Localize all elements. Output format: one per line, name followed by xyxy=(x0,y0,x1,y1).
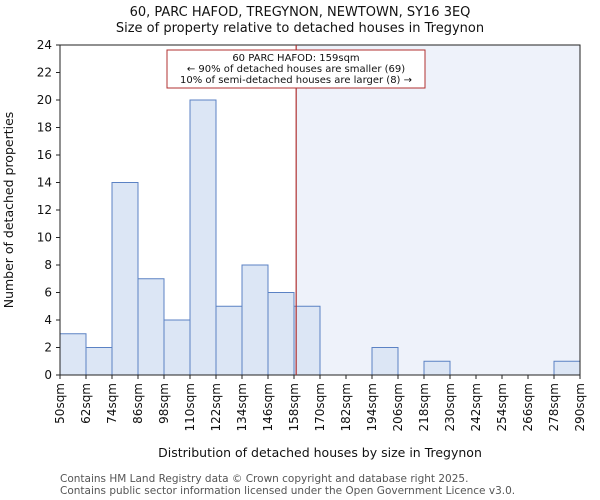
x-tick-label: 218sqm xyxy=(417,383,431,431)
x-axis-label: Distribution of detached houses by size … xyxy=(158,445,482,460)
chart-title: 60, PARC HAFOD, TREGYNON, NEWTOWN, SY16 … xyxy=(130,5,471,20)
bar-122sqm xyxy=(215,305,243,376)
bar-86sqm xyxy=(137,278,165,376)
x-tick-label: 290sqm xyxy=(573,383,587,431)
x-tick-label: 266sqm xyxy=(521,383,535,431)
x-tick-label: 110sqm xyxy=(183,383,197,431)
y-tick-label: 10 xyxy=(37,231,52,245)
x-tick-label: 74sqm xyxy=(105,383,119,424)
y-tick-label: 18 xyxy=(37,121,52,135)
bars-group xyxy=(59,99,581,376)
x-tick-label: 62sqm xyxy=(79,383,93,424)
annotation-box xyxy=(166,49,426,89)
x-tick-label: 98sqm xyxy=(157,383,171,424)
x-tick-label: 206sqm xyxy=(391,383,405,431)
bar-98sqm xyxy=(163,319,191,376)
y-axis-label: Number of detached properties xyxy=(1,112,16,309)
x-tick-label: 122sqm xyxy=(209,383,223,431)
x-tick-label: 182sqm xyxy=(339,383,353,431)
annotation-line-3: 10% of semi-detached houses are larger (… xyxy=(180,75,412,86)
x-axis-ticks: 50sqm 62sqm 74sqm 86sqm 98sqm 110sqm 122sqm 134… xyxy=(53,375,587,431)
x-tick-label: 50sqm xyxy=(53,383,67,424)
bar-218sqm xyxy=(423,360,451,376)
x-tick-label: 194sqm xyxy=(365,383,379,431)
y-tick-label: 22 xyxy=(37,66,52,80)
bar-146sqm xyxy=(267,292,295,376)
bar-278sqm xyxy=(553,360,581,376)
property-annotation: 60 PARC HAFOD: 159sqm ← 90% of detached … xyxy=(166,49,426,89)
bar-158sqm xyxy=(293,305,321,376)
x-tick-label: 254sqm xyxy=(495,383,509,431)
x-tick-label: 170sqm xyxy=(313,383,327,431)
y-tick-label: 14 xyxy=(37,176,52,190)
annotation-line-2: ← 90% of detached houses are smaller (69… xyxy=(187,64,405,75)
x-tick-label: 278sqm xyxy=(547,383,561,431)
y-tick-label: 24 xyxy=(37,38,52,52)
chart-subtitle: Size of property relative to detached ho… xyxy=(116,21,484,36)
footer-licence: Contains public sector information licen… xyxy=(60,485,515,497)
x-tick-label: 134sqm xyxy=(235,383,249,431)
bar-134sqm xyxy=(241,264,269,376)
y-tick-label: 8 xyxy=(44,258,52,272)
x-tick-label: 146sqm xyxy=(261,383,275,431)
larger-than-property-region xyxy=(296,45,580,375)
footer-copyright: Contains HM Land Registry data © Crown c… xyxy=(60,473,468,485)
bar-74sqm xyxy=(111,182,139,376)
x-tick-label: 158sqm xyxy=(287,383,301,431)
bar-194sqm xyxy=(371,347,399,376)
y-tick-label: 16 xyxy=(37,148,52,162)
bar-62sqm xyxy=(85,347,113,376)
y-tick-label: 4 xyxy=(44,313,52,327)
bar-110sqm xyxy=(189,99,217,376)
y-tick-label: 6 xyxy=(44,286,52,300)
bar-50sqm xyxy=(59,333,87,376)
x-tick-label: 86sqm xyxy=(131,383,145,424)
y-tick-label: 0 xyxy=(44,368,52,382)
y-tick-label: 2 xyxy=(44,341,52,355)
y-tick-label: 12 xyxy=(37,203,52,217)
y-tick-label: 20 xyxy=(37,93,52,107)
x-tick-label: 242sqm xyxy=(469,383,483,431)
annotation-line-1: 60 PARC HAFOD: 159sqm xyxy=(232,53,359,64)
x-tick-label: 230sqm xyxy=(443,383,457,431)
